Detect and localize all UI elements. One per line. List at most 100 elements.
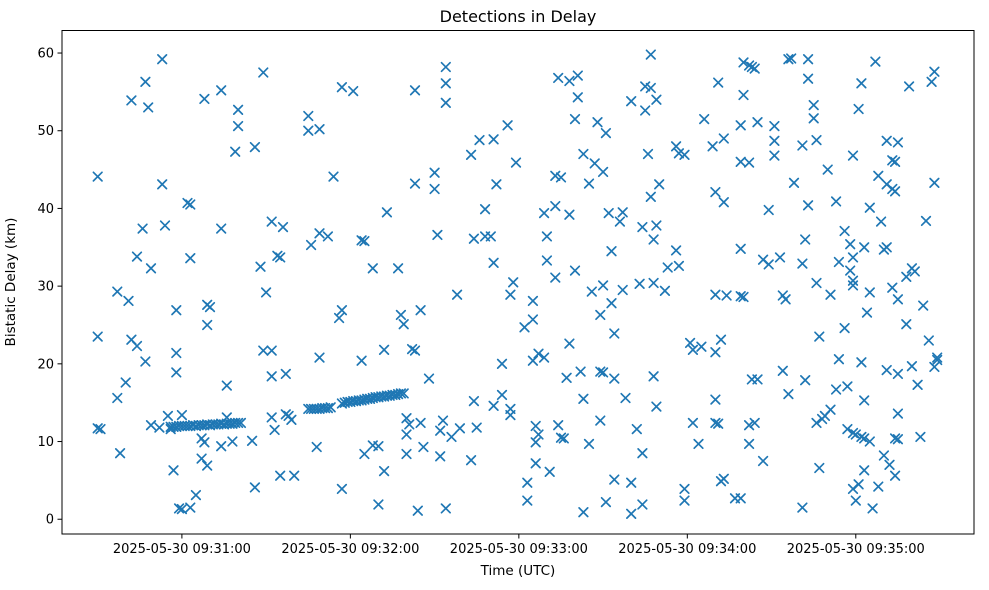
data-point-marker bbox=[465, 455, 477, 466]
data-point-marker bbox=[266, 216, 277, 227]
data-point-marker bbox=[555, 432, 567, 443]
data-point-marker bbox=[814, 462, 825, 474]
data-point-marker bbox=[892, 368, 904, 380]
data-point-marker bbox=[162, 410, 174, 422]
data-point-marker bbox=[558, 433, 569, 444]
data-point-marker bbox=[864, 436, 875, 447]
data-point-marker bbox=[617, 284, 628, 296]
data-point-marker bbox=[199, 93, 210, 105]
data-point-marker bbox=[906, 361, 918, 372]
data-point-marker bbox=[381, 207, 393, 218]
data-point-marker bbox=[738, 57, 749, 68]
data-point-marker bbox=[699, 113, 710, 125]
data-point-marker bbox=[258, 345, 269, 356]
data-point-marker bbox=[496, 358, 508, 369]
data-point-marker bbox=[648, 277, 659, 289]
data-point-marker bbox=[833, 256, 845, 268]
data-point-marker bbox=[322, 402, 334, 414]
data-point-marker bbox=[145, 420, 157, 431]
data-point-marker bbox=[670, 245, 682, 256]
data-point-marker bbox=[637, 448, 648, 459]
data-point-marker bbox=[280, 368, 291, 380]
data-point-marker bbox=[395, 388, 407, 399]
data-point-marker bbox=[915, 431, 926, 443]
data-point-marker bbox=[505, 289, 516, 300]
data-point-marker bbox=[743, 438, 755, 450]
x-axis-label: Time (UTC) bbox=[480, 563, 556, 579]
data-point-marker bbox=[609, 328, 620, 339]
data-point-marker bbox=[398, 388, 409, 399]
data-point-marker bbox=[856, 431, 867, 443]
data-point-marker bbox=[550, 200, 561, 212]
data-point-marker bbox=[173, 503, 185, 514]
data-point-marker bbox=[246, 435, 258, 446]
data-point-marker bbox=[232, 417, 244, 429]
data-point-marker bbox=[651, 220, 662, 231]
x-tick-label: 2025-05-30 09:34:00 bbox=[618, 542, 756, 557]
data-point-marker bbox=[609, 474, 620, 485]
data-point-marker bbox=[889, 470, 901, 481]
data-point-marker bbox=[769, 120, 780, 132]
data-point-marker bbox=[847, 280, 859, 291]
data-point-marker bbox=[645, 82, 656, 94]
data-point-marker bbox=[92, 171, 103, 182]
data-point-marker bbox=[435, 425, 446, 436]
data-point-marker bbox=[645, 191, 656, 202]
data-point-marker bbox=[713, 418, 724, 429]
data-point-marker bbox=[333, 312, 345, 324]
data-point-marker bbox=[684, 337, 696, 349]
data-point-marker bbox=[853, 479, 864, 490]
data-point-marker bbox=[356, 355, 367, 366]
data-point-marker bbox=[432, 229, 443, 241]
data-point-marker bbox=[415, 305, 426, 316]
data-point-marker bbox=[553, 420, 564, 431]
data-point-marker bbox=[578, 148, 589, 160]
data-point-marker bbox=[336, 305, 348, 316]
data-point-marker bbox=[749, 417, 760, 429]
data-point-marker bbox=[673, 148, 685, 159]
data-point-marker bbox=[735, 493, 746, 504]
data-point-marker bbox=[199, 437, 210, 448]
data-point-marker bbox=[592, 117, 603, 128]
data-point-marker bbox=[800, 234, 811, 245]
data-point-marker bbox=[811, 134, 822, 146]
data-point-marker bbox=[550, 272, 561, 283]
data-point-marker bbox=[336, 483, 348, 495]
data-point-marker bbox=[328, 171, 339, 182]
data-point-marker bbox=[923, 335, 934, 346]
data-point-marker bbox=[575, 366, 586, 377]
data-point-marker bbox=[642, 148, 654, 160]
data-point-marker bbox=[662, 262, 673, 273]
data-point-marker bbox=[182, 197, 193, 209]
data-point-marker bbox=[859, 465, 870, 476]
data-point-marker bbox=[359, 448, 370, 460]
data-point-marker bbox=[738, 291, 749, 303]
data-point-marker bbox=[920, 215, 932, 227]
data-point-marker bbox=[811, 417, 822, 429]
data-point-marker bbox=[626, 477, 637, 488]
data-point-marker bbox=[145, 263, 157, 274]
data-point-marker bbox=[364, 393, 376, 404]
data-point-marker bbox=[92, 423, 103, 434]
data-point-marker bbox=[887, 282, 898, 293]
data-point-marker bbox=[687, 417, 699, 429]
data-point-marker bbox=[881, 364, 892, 376]
data-point-marker bbox=[249, 482, 261, 493]
data-point-marker bbox=[446, 431, 457, 443]
data-point-marker bbox=[710, 289, 721, 300]
data-point-marker bbox=[255, 261, 266, 272]
data-point-marker bbox=[196, 453, 207, 464]
data-point-marker bbox=[651, 401, 662, 412]
data-point-marker bbox=[873, 170, 884, 181]
data-point-marker bbox=[595, 366, 606, 377]
data-point-marker bbox=[679, 495, 690, 506]
data-point-marker bbox=[822, 164, 833, 175]
data-point-marker bbox=[578, 507, 589, 518]
data-point-marker bbox=[202, 319, 213, 331]
data-point-marker bbox=[687, 344, 699, 355]
data-point-marker bbox=[311, 441, 322, 453]
data-point-marker bbox=[743, 420, 755, 431]
data-point-marker bbox=[522, 477, 533, 488]
data-point-marker bbox=[757, 455, 769, 467]
data-point-marker bbox=[825, 289, 836, 300]
